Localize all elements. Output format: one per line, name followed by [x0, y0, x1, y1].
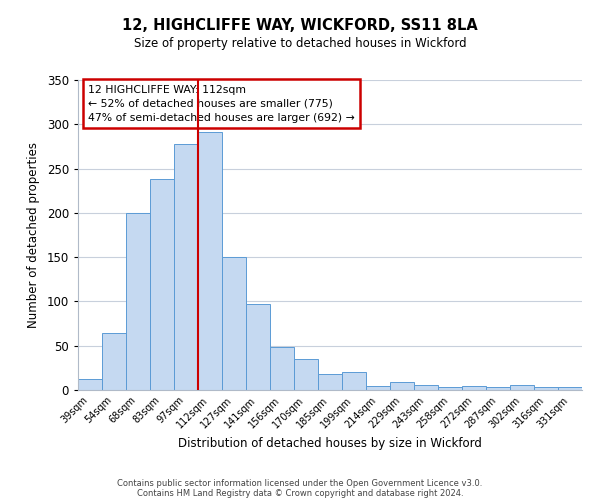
Bar: [102, 334, 126, 390]
Y-axis label: Number of detached properties: Number of detached properties: [27, 142, 40, 328]
Bar: [270, 348, 294, 390]
Bar: [126, 213, 150, 390]
Bar: [318, 374, 342, 390]
Text: Size of property relative to detached houses in Wickford: Size of property relative to detached ho…: [134, 38, 466, 51]
Bar: [414, 384, 438, 390]
Bar: [198, 132, 222, 390]
Text: Contains HM Land Registry data © Crown copyright and database right 2024.: Contains HM Land Registry data © Crown c…: [137, 488, 463, 498]
Bar: [462, 386, 486, 390]
Text: 12, HIGHCLIFFE WAY, WICKFORD, SS11 8LA: 12, HIGHCLIFFE WAY, WICKFORD, SS11 8LA: [122, 18, 478, 32]
Bar: [366, 386, 390, 390]
Text: Contains public sector information licensed under the Open Government Licence v3: Contains public sector information licen…: [118, 478, 482, 488]
Bar: [390, 382, 414, 390]
Bar: [294, 359, 318, 390]
Bar: [486, 388, 510, 390]
Bar: [78, 380, 102, 390]
Bar: [222, 257, 246, 390]
Bar: [510, 384, 534, 390]
Bar: [558, 388, 582, 390]
Text: 12 HIGHCLIFFE WAY: 112sqm
← 52% of detached houses are smaller (775)
47% of semi: 12 HIGHCLIFFE WAY: 112sqm ← 52% of detac…: [88, 84, 355, 122]
Bar: [438, 388, 462, 390]
Bar: [246, 304, 270, 390]
Bar: [150, 179, 174, 390]
Bar: [342, 372, 366, 390]
Bar: [174, 144, 198, 390]
X-axis label: Distribution of detached houses by size in Wickford: Distribution of detached houses by size …: [178, 437, 482, 450]
Bar: [534, 388, 558, 390]
